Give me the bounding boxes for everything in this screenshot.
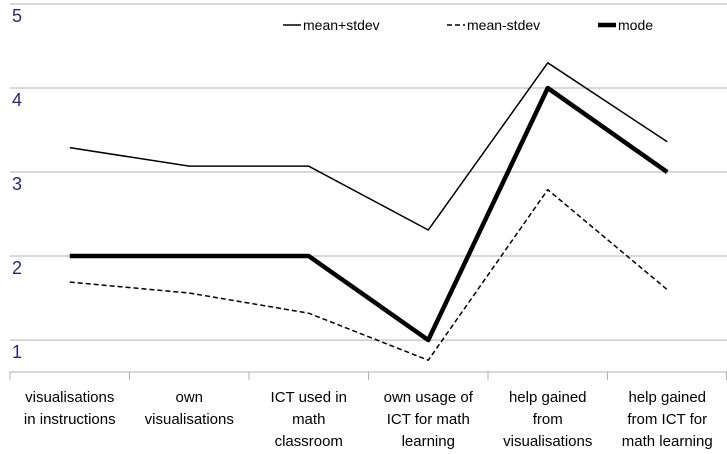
legend-label: mean-stdev (467, 17, 540, 33)
x-tick-label: help gained (509, 389, 587, 406)
x-tick-label: visualisations (503, 433, 592, 450)
x-tick-label: from ICT for (627, 411, 707, 428)
y-tick-label: 2 (12, 258, 22, 278)
series-line (69, 188, 668, 361)
x-tick-label: classroom (275, 433, 343, 450)
y-tick-label: 3 (12, 174, 22, 194)
legend-label: mean+stdev (303, 17, 380, 33)
x-tick-label: own (175, 389, 203, 406)
series-line (69, 62, 668, 231)
x-tick-label: visualisations (25, 389, 114, 406)
y-tick-label: 1 (12, 342, 22, 362)
series-line (69, 85, 669, 343)
legend-label: mode (618, 17, 653, 33)
y-tick-label: 4 (12, 90, 22, 110)
x-tick-label: learning (402, 433, 455, 450)
x-tick-label: in instructions (24, 411, 116, 428)
x-tick-label: from (533, 411, 563, 428)
x-tick-label: own usage of (384, 389, 474, 406)
y-tick-label: 5 (12, 6, 22, 26)
x-tick-label: math learning (622, 433, 713, 450)
x-tick-label: visualisations (145, 411, 234, 428)
x-tick-label: ICT for math (387, 411, 470, 428)
x-tick-label: ICT used in (271, 389, 347, 406)
x-tick-label: math (292, 411, 325, 428)
x-tick-label: help gained (628, 389, 706, 406)
